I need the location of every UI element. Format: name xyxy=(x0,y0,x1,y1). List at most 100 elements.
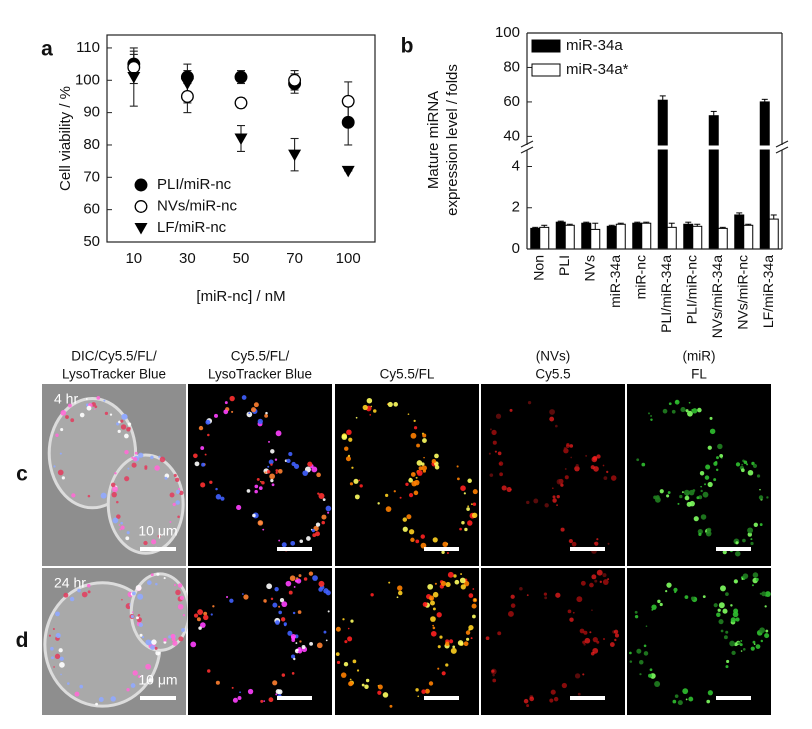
axis-break xyxy=(520,146,534,154)
speckle xyxy=(576,596,583,603)
speckle xyxy=(671,409,676,414)
speckle xyxy=(421,689,426,694)
speckle xyxy=(732,611,739,618)
error-bar xyxy=(592,222,599,230)
legend-label: NVs/miR-nc xyxy=(157,197,238,214)
speckle xyxy=(643,644,647,648)
speckle xyxy=(132,670,138,676)
micrograph xyxy=(627,568,771,715)
speckle xyxy=(393,402,398,407)
speckle xyxy=(275,689,281,694)
speckle xyxy=(739,643,743,647)
speckle xyxy=(59,452,62,455)
speckle xyxy=(665,590,668,593)
speckle xyxy=(560,483,564,487)
speckle xyxy=(307,461,313,467)
speckle xyxy=(488,452,491,455)
speckle xyxy=(685,492,689,496)
speckle xyxy=(269,473,275,480)
speckle xyxy=(120,419,124,423)
speckle xyxy=(579,628,585,634)
marker xyxy=(134,178,148,192)
error-bar xyxy=(608,224,615,227)
speckle xyxy=(205,419,211,425)
speckle xyxy=(582,673,585,676)
speckle xyxy=(610,475,617,481)
x-tick-label: PLI/miR-nc xyxy=(683,255,699,324)
speckle xyxy=(287,630,293,636)
speckle xyxy=(591,574,597,580)
speckle xyxy=(359,484,363,488)
speckle xyxy=(325,505,332,512)
speckle xyxy=(325,639,328,642)
speckle xyxy=(593,466,599,472)
speckle xyxy=(563,447,567,450)
speckle xyxy=(241,395,247,400)
error-bar xyxy=(685,221,692,225)
speckle xyxy=(654,681,661,688)
speckle xyxy=(96,395,101,400)
speckle xyxy=(272,680,278,686)
speckle xyxy=(463,492,466,495)
speckle xyxy=(279,598,285,603)
speckle xyxy=(432,591,439,598)
speckle xyxy=(437,667,440,670)
speckle xyxy=(759,592,762,595)
speckle xyxy=(405,482,409,486)
speckle xyxy=(764,633,770,639)
speckle xyxy=(294,579,299,583)
speckle xyxy=(688,489,695,496)
error-bar xyxy=(643,221,650,224)
speckle xyxy=(116,500,119,504)
speckle xyxy=(466,507,470,511)
speckle xyxy=(526,500,530,505)
speckle xyxy=(740,650,743,652)
speckle xyxy=(574,673,581,679)
speckle xyxy=(674,694,679,698)
speckle xyxy=(50,646,54,651)
speckle xyxy=(236,504,242,511)
speckle xyxy=(594,541,599,546)
axis-break xyxy=(775,140,789,148)
speckle xyxy=(717,608,721,612)
error-bar xyxy=(566,223,573,226)
speckle xyxy=(639,660,644,665)
speckle xyxy=(747,469,754,476)
speckle xyxy=(198,626,202,630)
speckle xyxy=(662,408,668,414)
y-axis-title: Mature miRNA xyxy=(425,91,442,189)
x-tick-label: Non xyxy=(530,255,546,281)
speckle xyxy=(746,463,749,466)
speckle xyxy=(636,458,640,462)
speckle xyxy=(698,532,702,536)
speckle xyxy=(718,602,725,609)
speckle xyxy=(377,684,383,690)
speckle xyxy=(673,587,678,592)
speckle xyxy=(275,471,278,474)
speckle xyxy=(87,590,91,594)
speckle xyxy=(190,641,197,648)
speckle xyxy=(424,688,430,694)
speckle xyxy=(497,451,502,456)
micrograph xyxy=(627,384,771,566)
speckle xyxy=(198,425,204,431)
speckle xyxy=(680,407,686,413)
speckle xyxy=(373,409,377,413)
image-background xyxy=(188,568,332,715)
speckle xyxy=(432,624,434,627)
speckle xyxy=(70,418,75,423)
speckle xyxy=(456,465,459,468)
speckle xyxy=(431,458,437,464)
speckle xyxy=(688,401,691,404)
speckle xyxy=(550,689,556,695)
speckle xyxy=(702,595,706,599)
speckle xyxy=(492,678,497,683)
x-tick-label: 10 xyxy=(125,250,142,267)
micrograph xyxy=(188,568,332,715)
speckle xyxy=(340,672,347,678)
speckle xyxy=(407,413,410,415)
speckle xyxy=(510,594,515,599)
speckle xyxy=(750,646,755,651)
speckle xyxy=(416,470,423,476)
speckle xyxy=(139,633,143,637)
